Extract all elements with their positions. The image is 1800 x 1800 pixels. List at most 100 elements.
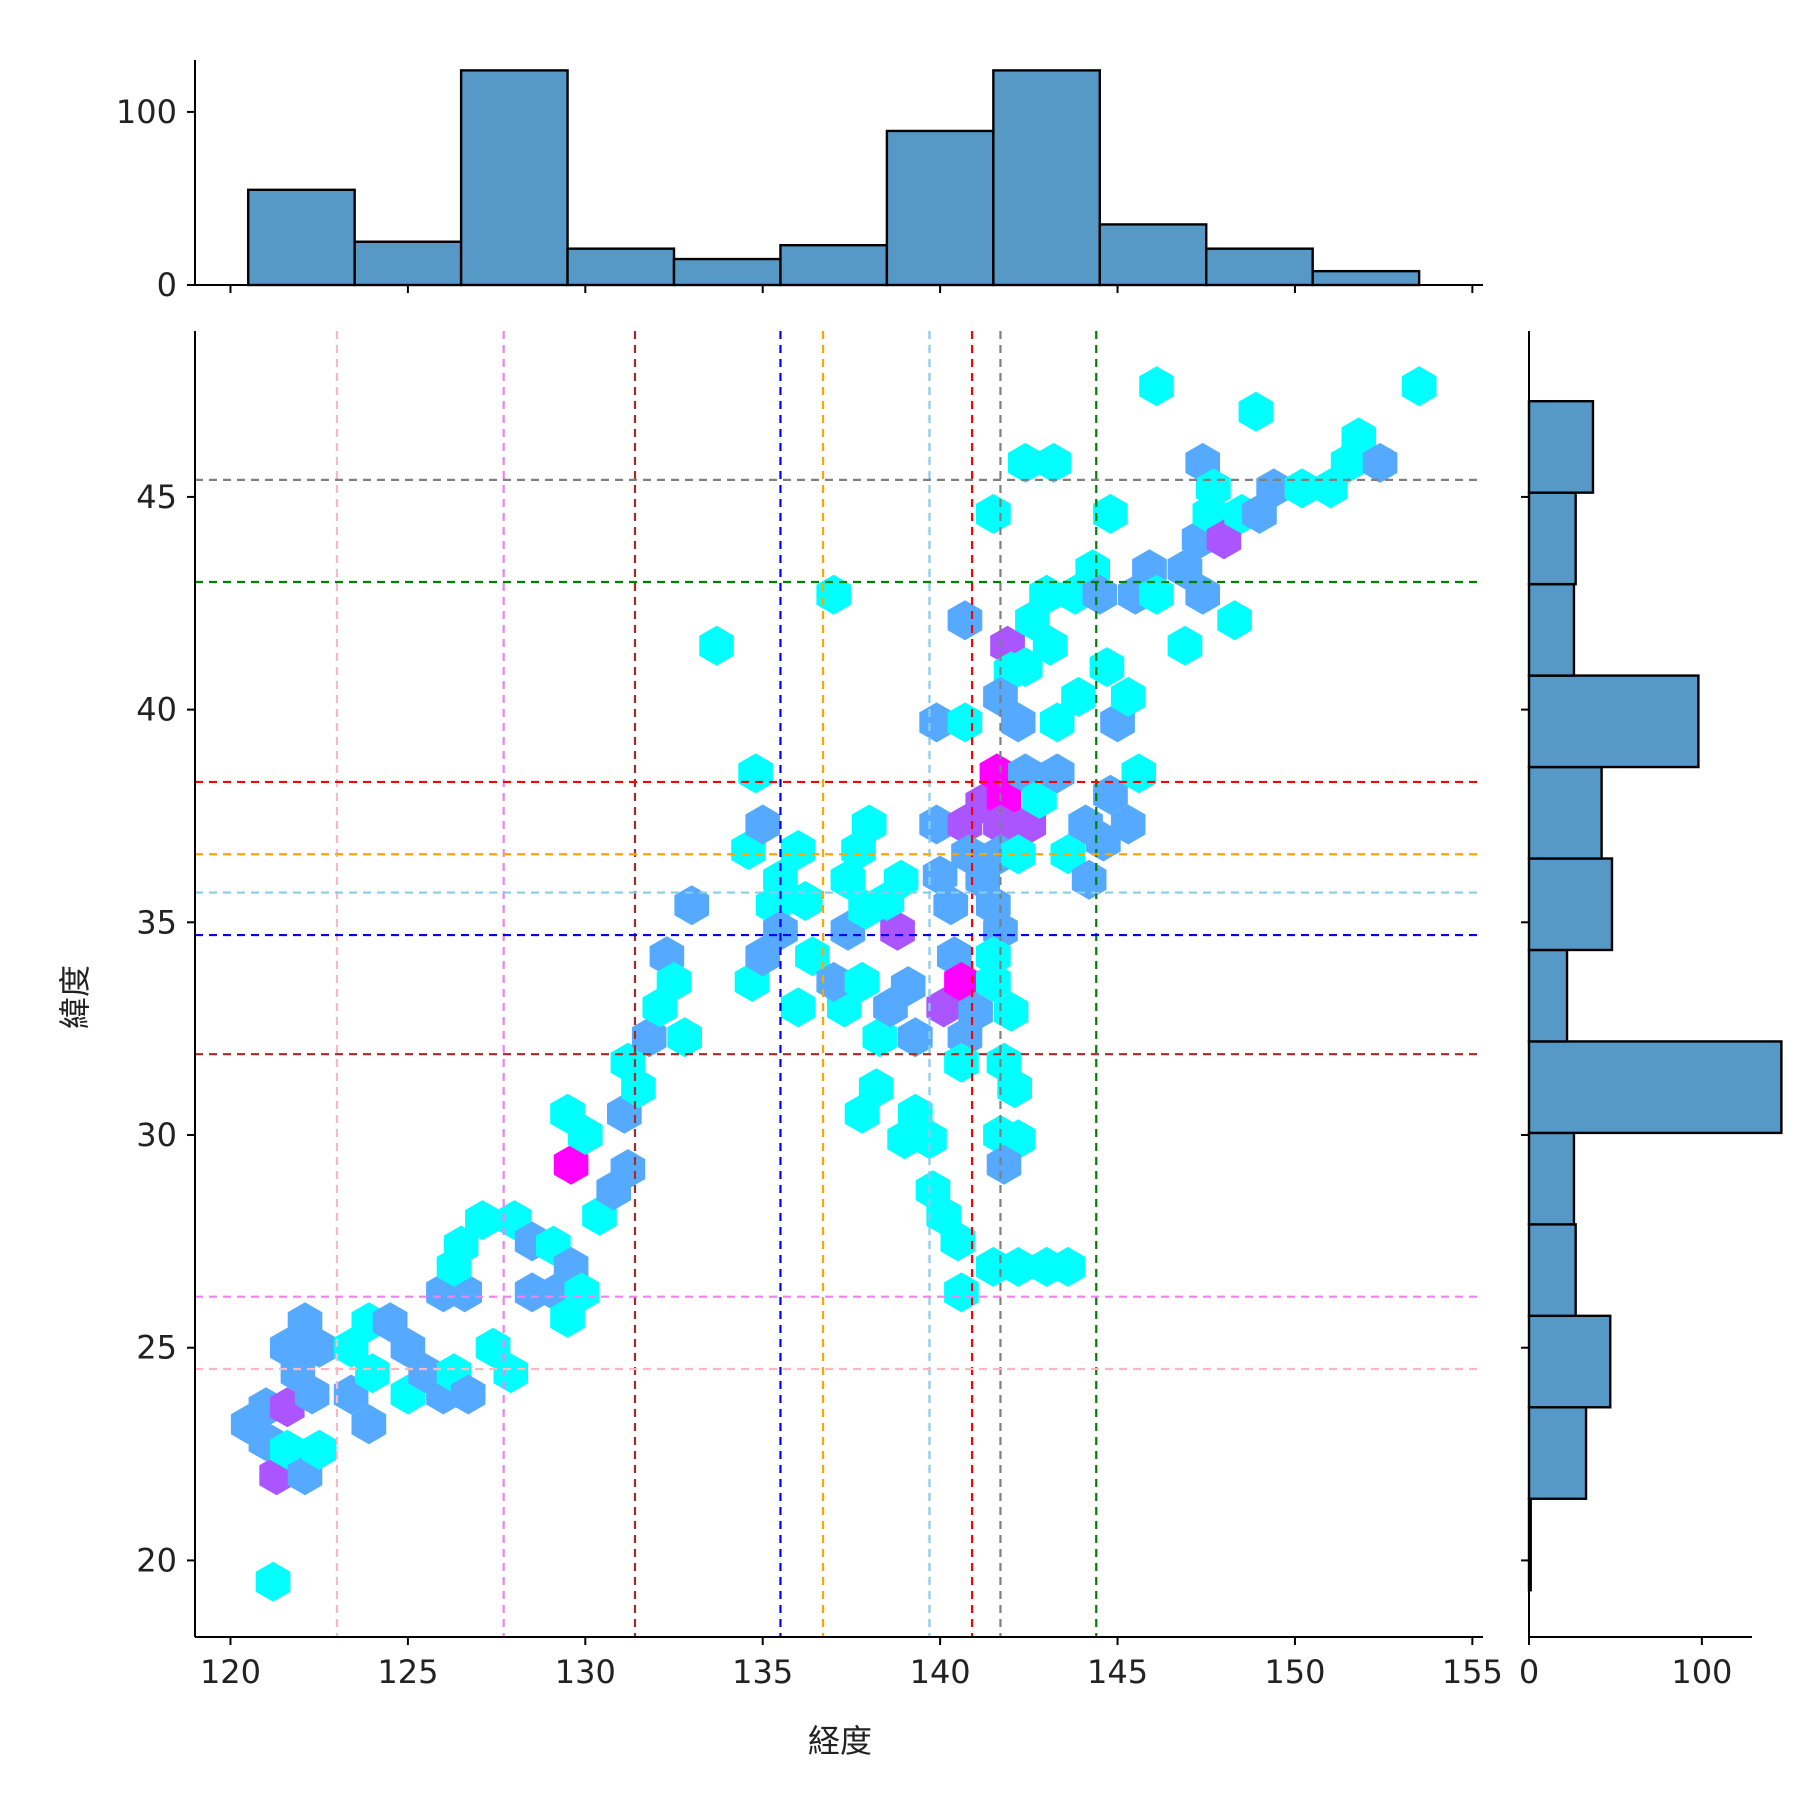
hexbin-cell — [830, 859, 866, 900]
top-hist-bar — [672, 257, 782, 287]
right-hist-bar — [1527, 1131, 1576, 1226]
hexbin-cell — [947, 702, 983, 743]
right-hist-bar — [1527, 582, 1576, 677]
hexbin-cell — [1008, 647, 1043, 688]
hexbin-cell — [788, 881, 823, 921]
main-axes: 120 125 130 135 140 145 150 155 20 25 30 35 40 45 — [136, 331, 1503, 1691]
hexbin-cell — [944, 1042, 979, 1083]
hexbin-cell — [1061, 676, 1096, 717]
x-tick-label: 155 — [1442, 1653, 1503, 1691]
hexbin-cell — [390, 1327, 426, 1368]
hexbin-cell — [944, 961, 979, 1002]
hexbin-cell — [933, 885, 969, 926]
x-tick-label: 135 — [732, 1653, 793, 1691]
hexbin-cell — [1022, 778, 1057, 819]
hexbin-cell — [1082, 574, 1118, 615]
top-hist-bar — [1098, 223, 1208, 287]
hexbin-cell — [795, 936, 830, 977]
right-hist-bar — [1527, 948, 1569, 1043]
hexbin-cell — [780, 987, 816, 1028]
hexbin-cell — [1256, 468, 1291, 509]
x-tick-label: 120 — [200, 1653, 261, 1691]
y-tick-label: 30 — [136, 1116, 177, 1154]
hexbin-cell — [919, 804, 954, 845]
hexbin-cell — [1362, 442, 1398, 483]
hexbin-cell — [1029, 574, 1064, 615]
hexbin-cell — [844, 961, 880, 1002]
right-hist-bar — [1527, 1314, 1612, 1409]
hexbin-cell — [844, 1093, 880, 1134]
right-hist-bar — [1527, 674, 1700, 769]
hexbin-cell — [1039, 702, 1075, 743]
y-tick-label: 40 — [136, 691, 177, 729]
x-tick-label: 130 — [555, 1653, 616, 1691]
top-marginal-histogram: 0 100 — [116, 60, 1483, 304]
hexbin-cell — [1110, 804, 1146, 845]
right-hist-x-tick-label: 100 — [1671, 1653, 1732, 1691]
top-hist-bar — [247, 188, 356, 287]
top-hist-bar — [459, 69, 569, 287]
hexbin-cell — [1008, 442, 1043, 483]
top-hist-bar — [353, 240, 463, 287]
hexbin-cell — [1000, 1246, 1036, 1287]
hexbin-cell — [976, 961, 1011, 1002]
right-hist-bar — [1527, 1040, 1783, 1135]
x-tick-label: 140 — [910, 1653, 971, 1691]
hexbin-cell — [862, 1017, 898, 1058]
hexbin-cell — [890, 966, 926, 1007]
y-tick-label: 25 — [136, 1329, 177, 1367]
y-axis-label: 緯度 — [56, 965, 94, 1029]
hexbin-cell — [880, 910, 915, 951]
x-tick-label: 125 — [377, 1653, 438, 1691]
hexbin-cell — [621, 1068, 656, 1109]
hexbin-cell — [301, 1327, 337, 1368]
top-hist-bar — [1311, 269, 1421, 287]
hexbin-cell — [674, 885, 710, 926]
main-hexbin-plot: 120 125 130 135 140 145 150 155 20 25 30 35 40 45 — [136, 331, 1503, 1691]
hexbin-cell — [816, 574, 851, 615]
hexbin-cell — [780, 830, 816, 870]
hexbin-cell — [699, 625, 734, 666]
hexbin-cell — [1093, 493, 1128, 534]
hexbin-cell — [944, 1272, 979, 1313]
hexbin-cell — [1050, 1246, 1086, 1287]
hexbin-cell — [1139, 366, 1174, 407]
hexbin-cell — [1089, 647, 1125, 688]
hexbin-cell — [1000, 702, 1036, 743]
hexbin-cell — [667, 1017, 702, 1058]
hexbin-cell — [568, 1115, 603, 1155]
right-hist-bar — [1527, 491, 1577, 586]
hexbin-cell — [1341, 417, 1377, 458]
top-hist-y-tick-label: 100 — [116, 93, 177, 131]
hexbin-cell — [1238, 391, 1274, 432]
hexbin-cell — [564, 1272, 600, 1313]
hexbin-cell — [1167, 549, 1203, 590]
hexbin-cell — [493, 1353, 529, 1394]
hexbin-cell — [631, 1017, 667, 1058]
hexbin-cell — [1185, 574, 1220, 615]
hexbin-cell — [922, 855, 958, 896]
right-hist-bar — [1527, 857, 1614, 952]
hexbin-cell — [976, 493, 1011, 534]
y-tick-label: 35 — [136, 903, 177, 941]
hexbin-cell — [1121, 753, 1157, 794]
hexbin-cell — [851, 804, 887, 845]
hexbin-cell — [351, 1404, 387, 1445]
x-axis-label: 経度 — [808, 1722, 872, 1760]
hexbin-cell — [1167, 625, 1203, 666]
hexbin-cell — [986, 1144, 1022, 1185]
hexbin-cell — [926, 987, 961, 1028]
hexbin-cell — [355, 1353, 390, 1394]
top-hist-bar — [992, 69, 1101, 287]
horizontal-reference-lines — [195, 478, 1483, 1371]
right-hist-bar — [1527, 399, 1595, 494]
hexbin-cell — [1139, 574, 1174, 615]
hexbin-cell — [993, 991, 1029, 1032]
hexbin-cell — [869, 881, 905, 921]
hexbin-cell — [912, 1119, 947, 1160]
hexbin-cell — [816, 961, 851, 1002]
hexbin-cell — [610, 1149, 646, 1190]
hexbin-cell — [763, 910, 798, 951]
hexbin-cell — [919, 702, 954, 743]
